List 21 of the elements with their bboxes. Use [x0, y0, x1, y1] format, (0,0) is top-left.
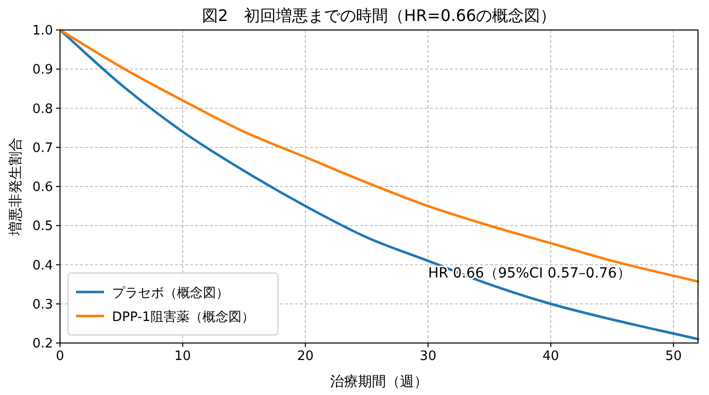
y-tick-label: 0.6 [32, 180, 53, 195]
x-tick-label: 10 [174, 349, 191, 364]
chart-title: 図2 初回増悪までの時間（HR=0.66の概念図） [202, 6, 556, 25]
y-tick-label: 1.0 [32, 24, 53, 38]
y-tick-label: 0.9 [32, 62, 53, 78]
line-series [58, 28, 700, 283]
legend-label: DPP-1阻害薬（概念図） [112, 309, 254, 325]
y-tick-label: 0.8 [32, 102, 53, 117]
legend-label: プラセボ（概念図） [112, 286, 229, 301]
x-tick-label: 30 [420, 349, 436, 364]
x-tick-label: 50 [665, 349, 682, 364]
x-tick-label: 40 [542, 349, 560, 364]
x-tick-label: 20 [297, 349, 314, 364]
x-tick-label: 0 [56, 349, 64, 364]
y-tick-label: 0.4 [32, 258, 53, 274]
y-tick-label: 0.2 [32, 336, 53, 352]
x-axis-title: 治療期間（週） [330, 374, 428, 390]
y-tick-label: 0.5 [32, 219, 53, 234]
y-tick-label: 0.3 [32, 297, 53, 312]
y-axis-title: 増悪非発生割合 [7, 138, 24, 236]
y-tick-label: 0.7 [32, 140, 53, 156]
